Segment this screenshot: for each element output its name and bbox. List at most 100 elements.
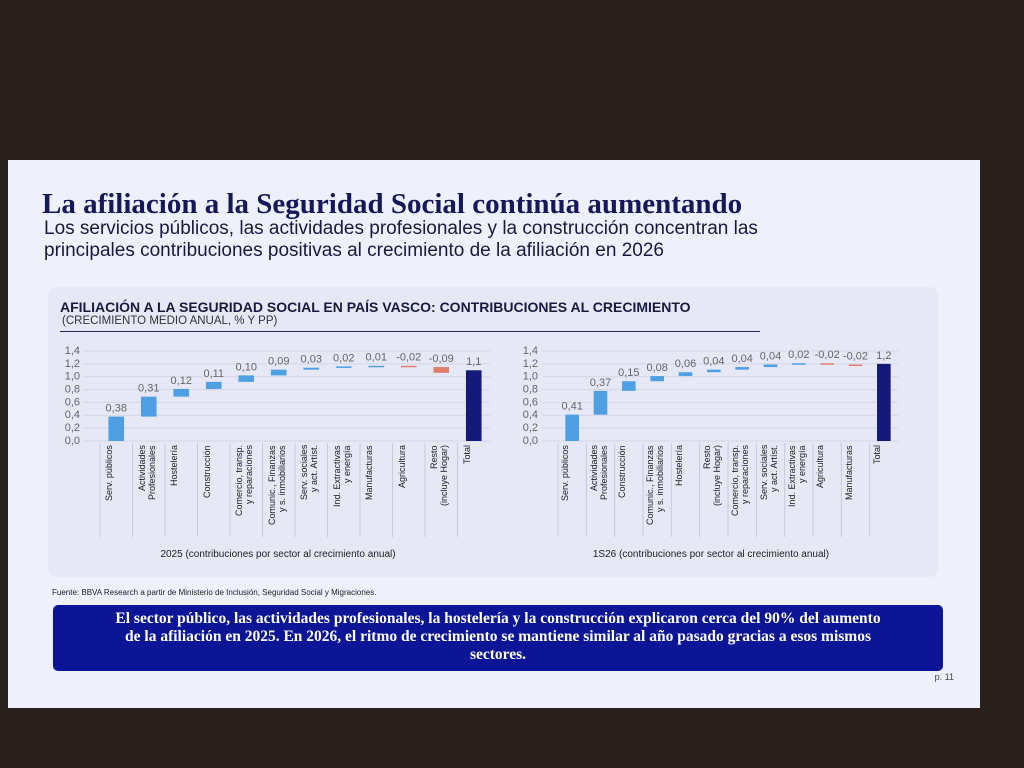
x-tick-label: Hostelería xyxy=(673,445,684,487)
y-tick-label: 0,4 xyxy=(523,409,538,421)
x-tick-label: Serv. públicos xyxy=(560,445,571,501)
value-label: -0,02 xyxy=(843,350,868,362)
value-label: 0,41 xyxy=(561,401,582,413)
value-label: 0,11 xyxy=(203,368,224,380)
x-tick-label: Hostelería xyxy=(169,445,180,487)
bar xyxy=(335,366,352,368)
bar xyxy=(622,381,636,391)
bar xyxy=(465,370,482,441)
bar xyxy=(565,414,579,441)
slide: La afiliación a la Seguridad Social cont… xyxy=(8,160,980,708)
bar xyxy=(400,365,417,368)
value-label: 0,08 xyxy=(646,362,667,374)
bar xyxy=(593,390,608,415)
x-tick-label: Manufacturas xyxy=(843,445,854,500)
y-tick-label: 0,8 xyxy=(65,383,80,395)
bar xyxy=(735,367,749,370)
source-note: Fuente: BBVA Research a partir de Minist… xyxy=(52,588,377,597)
x-tick-label: Ind. Extractivas y energía xyxy=(331,445,352,507)
bar xyxy=(848,364,863,366)
y-tick-label: 0,2 xyxy=(65,422,80,434)
bar xyxy=(238,375,255,382)
y-tick-label: 0,4 xyxy=(65,409,80,421)
value-label: 0,02 xyxy=(788,349,809,361)
value-label: 0,04 xyxy=(703,356,724,368)
x-tick-label: Serv. sociales y act. Artíst. xyxy=(299,445,320,501)
bar xyxy=(707,369,721,373)
y-tick-label: 1,0 xyxy=(65,371,80,383)
y-tick-label: 1,2 xyxy=(523,358,538,370)
x-axis-title: 1S26 (contribuciones por sector al creci… xyxy=(592,549,830,560)
bar xyxy=(368,365,385,368)
value-label: 0,02 xyxy=(333,352,354,364)
divider xyxy=(60,331,760,332)
plot: 0,00,20,40,60,81,01,21,4 0,38 0,31 0,12 0,11… xyxy=(65,345,490,537)
y-tick-label: 1,4 xyxy=(65,345,80,357)
value-label: 0,12 xyxy=(171,375,192,387)
value-label: 0,03 xyxy=(301,354,322,366)
x-tick-label: Construcción xyxy=(201,445,212,498)
bar xyxy=(650,376,664,382)
y-tick-label: 1,4 xyxy=(523,345,538,357)
value-label: 0,04 xyxy=(731,353,752,365)
slide-subtitle: Los servicios públicos, las actividades … xyxy=(44,218,758,261)
x-tick-label: Comunic., Finanzas y s. inmobiliarios xyxy=(645,445,666,525)
bar xyxy=(763,364,778,368)
panel-title: AFILIACIÓN A LA SEGURIDAD SOCIAL EN PAÍS… xyxy=(60,299,691,315)
y-tick-label: 1,0 xyxy=(523,371,538,383)
x-tick-label: Resto (incluye Hogar) xyxy=(701,445,722,507)
x-tick-label: Serv. sociales y act. Artíst. xyxy=(758,445,779,501)
chart-panel: AFILIACIÓN A LA SEGURIDAD SOCIAL EN PAÍS… xyxy=(48,287,938,577)
x-axis-title: 2025 (contribuciones por sector al creci… xyxy=(160,549,396,560)
x-tick-label: Ind. Extractivas y energía xyxy=(786,445,807,507)
bar xyxy=(820,363,834,365)
y-tick-label: 0,6 xyxy=(523,396,538,408)
chart: 0,0 0,2 0,4 0,6 0,8 1,0 1,2 1,4 0,41 0,37 0,15 0,08… xyxy=(516,337,906,572)
y-tick-label: 0,6 xyxy=(65,396,80,408)
x-tick-label: Resto (incluye Hogar) xyxy=(429,445,450,507)
x-tick-label: Actividades Profesionales xyxy=(588,445,609,500)
bar xyxy=(433,367,450,373)
x-tick-label: Total xyxy=(871,445,882,465)
bar xyxy=(173,388,190,397)
x-tick-label: Comercio, transp. y reparaciones xyxy=(234,445,255,517)
x-tick-label: Agricultura xyxy=(815,445,826,489)
value-label: -0,09 xyxy=(429,353,454,365)
bar xyxy=(205,381,222,389)
value-label: 0,10 xyxy=(236,361,257,373)
value-label: 1,2 xyxy=(876,350,891,362)
page-number: p. 11 xyxy=(934,672,954,682)
x-tick-label: Serv. públicos xyxy=(104,445,115,501)
value-label: 0,15 xyxy=(618,367,639,379)
y-tick-label: 0,2 xyxy=(523,422,538,434)
y-tick-label: 1,2 xyxy=(65,358,80,370)
bar xyxy=(877,363,891,441)
bar xyxy=(303,367,320,370)
value-label: 0,38 xyxy=(106,402,127,414)
x-tick-label: Total xyxy=(461,445,472,465)
bar xyxy=(108,416,125,441)
value-label: 0,31 xyxy=(138,383,159,395)
x-tick-label: Actividades Profesionales xyxy=(136,445,157,500)
plot: 0,00,20,40,60,81,01,21,40,410,370,15 0,08… xyxy=(523,345,898,537)
chart: 0,0 0,2 0,4 0,6 0,8 1,0 1,2 1,4 0,38 0,31 0,12 0,11… xyxy=(58,337,498,572)
y-tick-label: 0,0 xyxy=(523,435,538,447)
callout: El sector público, las actividades profe… xyxy=(53,605,943,671)
x-tick-label: Comunic., Finanzas y s. inmobiliarios xyxy=(266,445,287,525)
x-tick-label: Comercio, transp. y reparaciones xyxy=(730,445,751,517)
value-label: 0,37 xyxy=(590,377,611,389)
x-tick-label: Manufacturas xyxy=(364,445,375,500)
value-label: 0,06 xyxy=(675,358,696,370)
value-label: 0,04 xyxy=(760,350,781,362)
value-label: 0,09 xyxy=(268,356,289,368)
x-tick-label: Agricultura xyxy=(396,445,407,489)
bar xyxy=(270,369,287,376)
slide-title: La afiliación a la Seguridad Social cont… xyxy=(42,188,743,220)
value-label: 0,01 xyxy=(366,352,387,364)
bar xyxy=(792,363,806,365)
panel-subtitle: (CRECIMIENTO MEDIO ANUAL, % Y PP) xyxy=(62,315,278,327)
value-label: -0,02 xyxy=(396,352,421,364)
y-tick-label: 0,0 xyxy=(65,435,80,447)
value-label: 1,1 xyxy=(466,356,481,368)
